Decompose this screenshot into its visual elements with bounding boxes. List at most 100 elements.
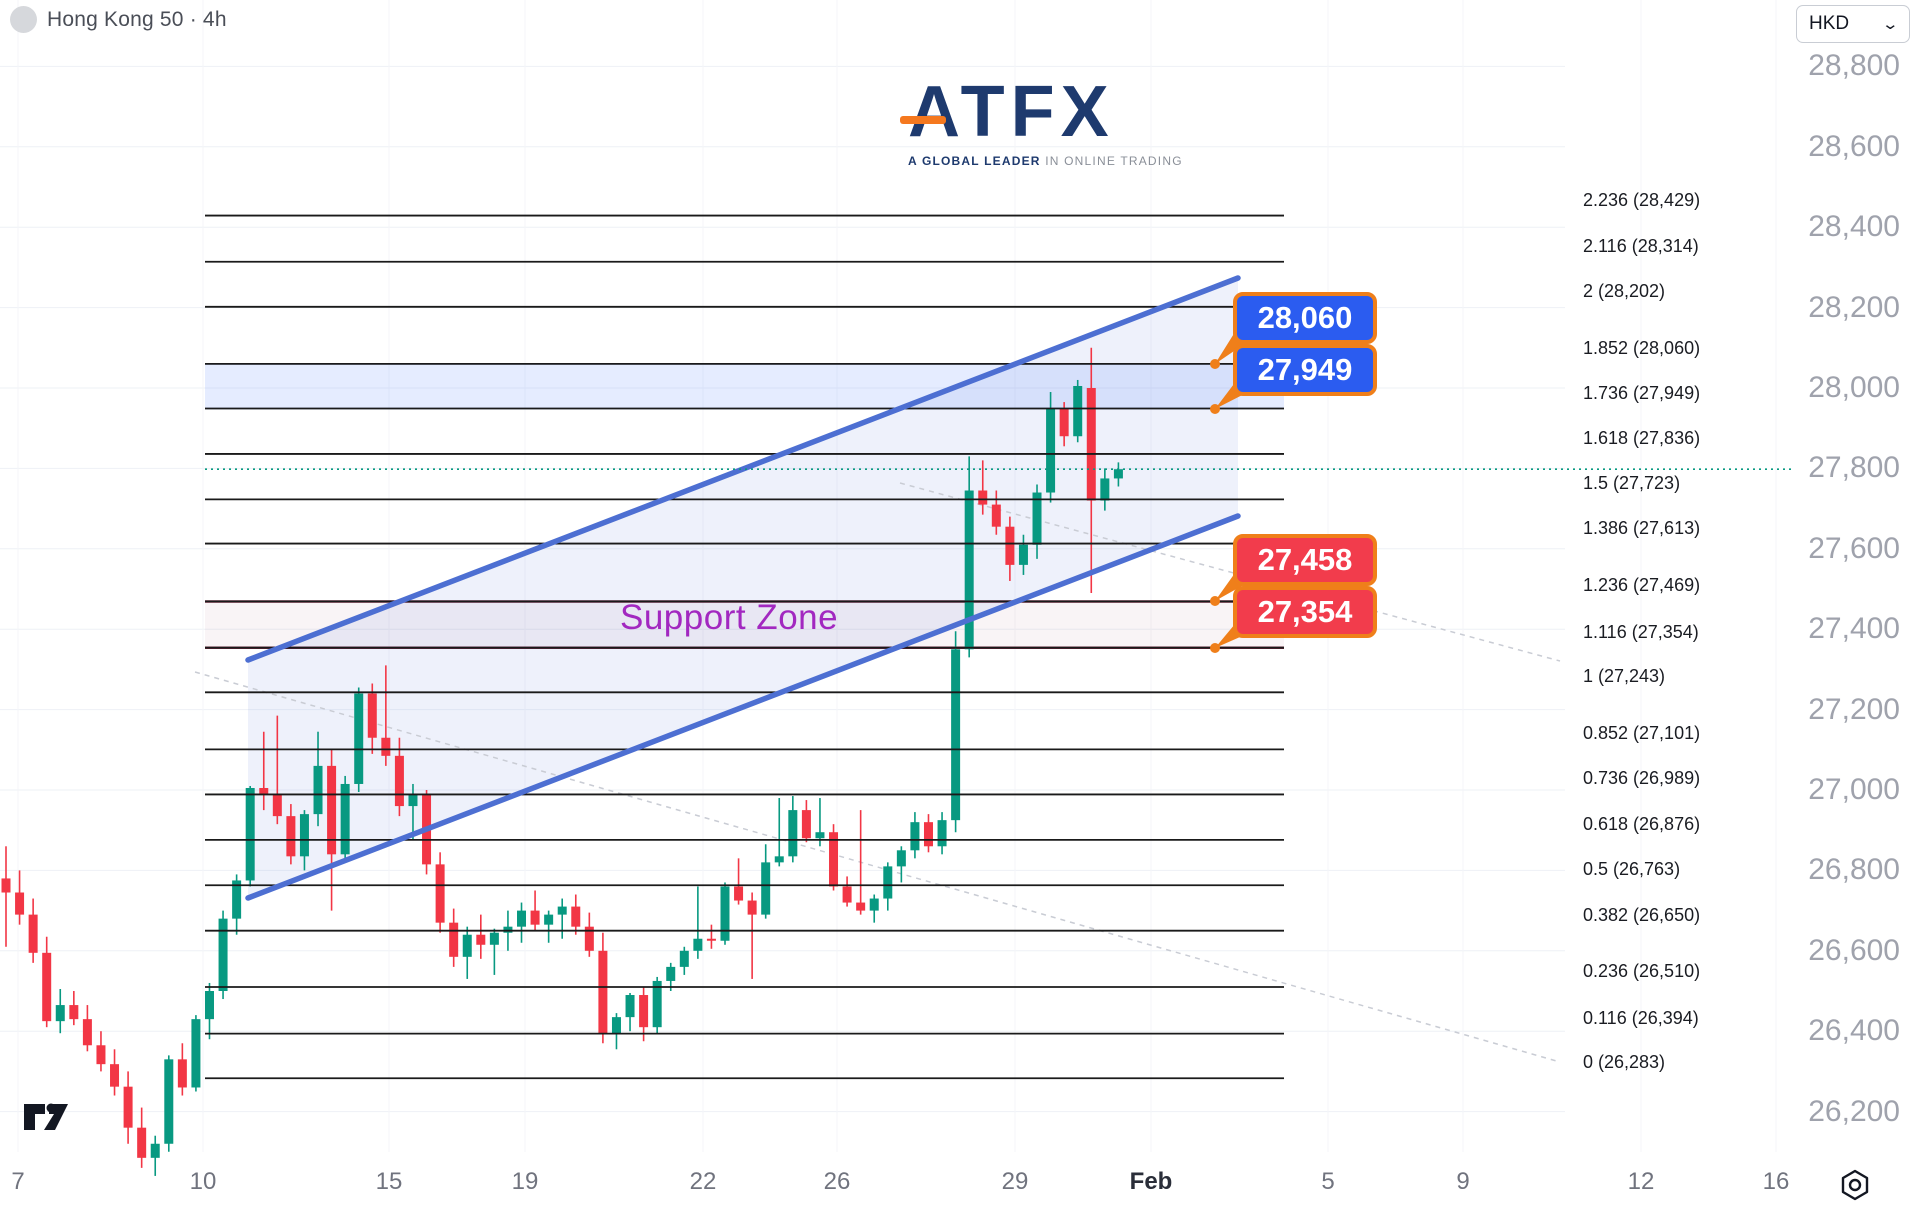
price-axis-label: 27,200 — [1808, 692, 1900, 726]
support-zone-label[interactable]: Support Zone — [620, 598, 839, 637]
candle-body — [503, 926, 513, 933]
fib-level-label: 1.116 (27,354) — [1583, 621, 1699, 642]
candle-body — [964, 490, 974, 650]
price-axis-label: 28,400 — [1808, 210, 1900, 244]
symbol-title: Hong Kong 50 · 4h — [47, 7, 227, 31]
candle-body — [367, 693, 377, 738]
time-axis-label: 5 — [1321, 1168, 1335, 1195]
candle-body — [476, 934, 486, 945]
candle-body — [829, 832, 839, 887]
candle-body — [1100, 478, 1110, 501]
candle-body — [856, 902, 866, 911]
time-axis-label: 29 — [1001, 1168, 1029, 1195]
dashed-trendline — [899, 482, 1561, 662]
atfx-tagline: A GLOBAL LEADER IN ONLINE TRADING — [908, 154, 1182, 168]
fib-level-label: 1 (27,243) — [1583, 666, 1666, 687]
candle-body — [639, 995, 649, 1028]
candle-body — [123, 1086, 133, 1128]
fib-level-label: 0.236 (26,510) — [1583, 960, 1701, 981]
candle-body — [381, 737, 391, 756]
price-axis-label: 28,800 — [1808, 49, 1900, 83]
target-label-27949[interactable]: 27,949 — [1233, 344, 1377, 396]
callout-anchor-dot — [1210, 596, 1220, 606]
time-axis-label: 12 — [1627, 1168, 1655, 1195]
tradingview-logo-icon[interactable] — [22, 1098, 74, 1134]
candle-body — [28, 914, 38, 953]
atfx-tagline-bold: A GLOBAL LEADER — [908, 154, 1041, 168]
fib-level-label: 1.736 (27,949) — [1583, 382, 1701, 403]
candle-body — [571, 906, 581, 927]
candle-body — [245, 787, 255, 881]
candle-body — [1032, 492, 1042, 545]
fib-level-label: 0.382 (26,650) — [1583, 904, 1701, 925]
candle-body — [991, 504, 1001, 527]
time-axis-label: 9 — [1456, 1168, 1470, 1195]
candle-body — [611, 1017, 621, 1034]
price-axis-label: 26,600 — [1808, 933, 1900, 967]
fib-level-label: 2.116 (28,314) — [1583, 235, 1699, 256]
fib-level-label: 1.386 (27,613) — [1583, 517, 1701, 538]
fib-level-label: 1.852 (28,060) — [1583, 337, 1701, 358]
candle-body — [327, 765, 337, 855]
candle-body — [340, 783, 350, 855]
fib-level-label: 1.618 (27,836) — [1583, 427, 1701, 448]
candle-body — [177, 1059, 187, 1088]
candle-body — [55, 1005, 65, 1022]
candle-body — [1059, 408, 1069, 437]
candle-body — [110, 1064, 120, 1087]
currency-selector[interactable]: HKD ⌄ — [1796, 5, 1910, 43]
support-label-27458[interactable]: 27,458 — [1233, 534, 1377, 586]
candle-body — [869, 898, 879, 911]
price-axis-label: 26,400 — [1808, 1014, 1900, 1048]
candle-body — [150, 1143, 160, 1158]
symbol-header[interactable]: Hong Kong 50 · 4h — [10, 6, 227, 33]
target-label-28060[interactable]: 28,060 — [1233, 292, 1377, 344]
candle-body — [408, 794, 418, 807]
settings-icon[interactable] — [1838, 1168, 1872, 1202]
callout-anchor-dot — [1210, 643, 1220, 653]
candle-body — [15, 892, 25, 915]
candle-body — [706, 938, 716, 941]
price-axis-label: 26,200 — [1808, 1094, 1900, 1128]
callout-anchor-dot — [1210, 404, 1220, 414]
candle-body — [164, 1059, 174, 1144]
callout-anchor-dot — [1210, 359, 1220, 369]
price-axis-label: 28,200 — [1808, 290, 1900, 324]
candle-body — [666, 966, 676, 981]
candle-body — [394, 755, 404, 807]
support-label-27354[interactable]: 27,354 — [1233, 586, 1377, 638]
candle-body — [1, 878, 11, 893]
candle-body — [517, 910, 527, 927]
price-axis-label: 27,000 — [1808, 773, 1900, 806]
candle-body — [1073, 385, 1083, 437]
candle-body — [218, 918, 228, 991]
fib-level-label: 0.5 (26,763) — [1583, 859, 1681, 880]
candle-body — [842, 886, 852, 903]
fib-level-label: 1.5 (27,723) — [1583, 473, 1681, 494]
candle-body — [788, 810, 798, 857]
time-axis-label: 10 — [189, 1168, 217, 1195]
candle-body — [761, 862, 771, 915]
candle-body — [693, 938, 703, 951]
price-axis-label: 27,600 — [1808, 531, 1900, 565]
chevron-down-icon: ⌄ — [1881, 16, 1900, 33]
candle-body — [449, 922, 459, 957]
candle-body — [272, 794, 282, 817]
fib-level-label: 1.236 (27,469) — [1583, 575, 1701, 596]
candle-body — [191, 1019, 201, 1088]
candle-body — [462, 934, 472, 957]
price-axis-label: 27,400 — [1808, 612, 1900, 646]
candle-body — [42, 952, 52, 1022]
candle-body — [896, 850, 906, 867]
candle-body — [1086, 388, 1096, 501]
atfx-logo-text: ATFX — [908, 72, 1115, 152]
atfx-tagline-rest: IN ONLINE TRADING — [1040, 154, 1183, 168]
fib-level-label: 2.236 (28,429) — [1583, 189, 1701, 210]
fib-level-label: 2 (28,202) — [1583, 280, 1666, 301]
price-axis-label: 28,600 — [1808, 129, 1900, 163]
fib-level-label: 0.852 (27,101) — [1583, 723, 1701, 744]
candle-body — [679, 950, 689, 967]
candle-body — [720, 886, 730, 941]
